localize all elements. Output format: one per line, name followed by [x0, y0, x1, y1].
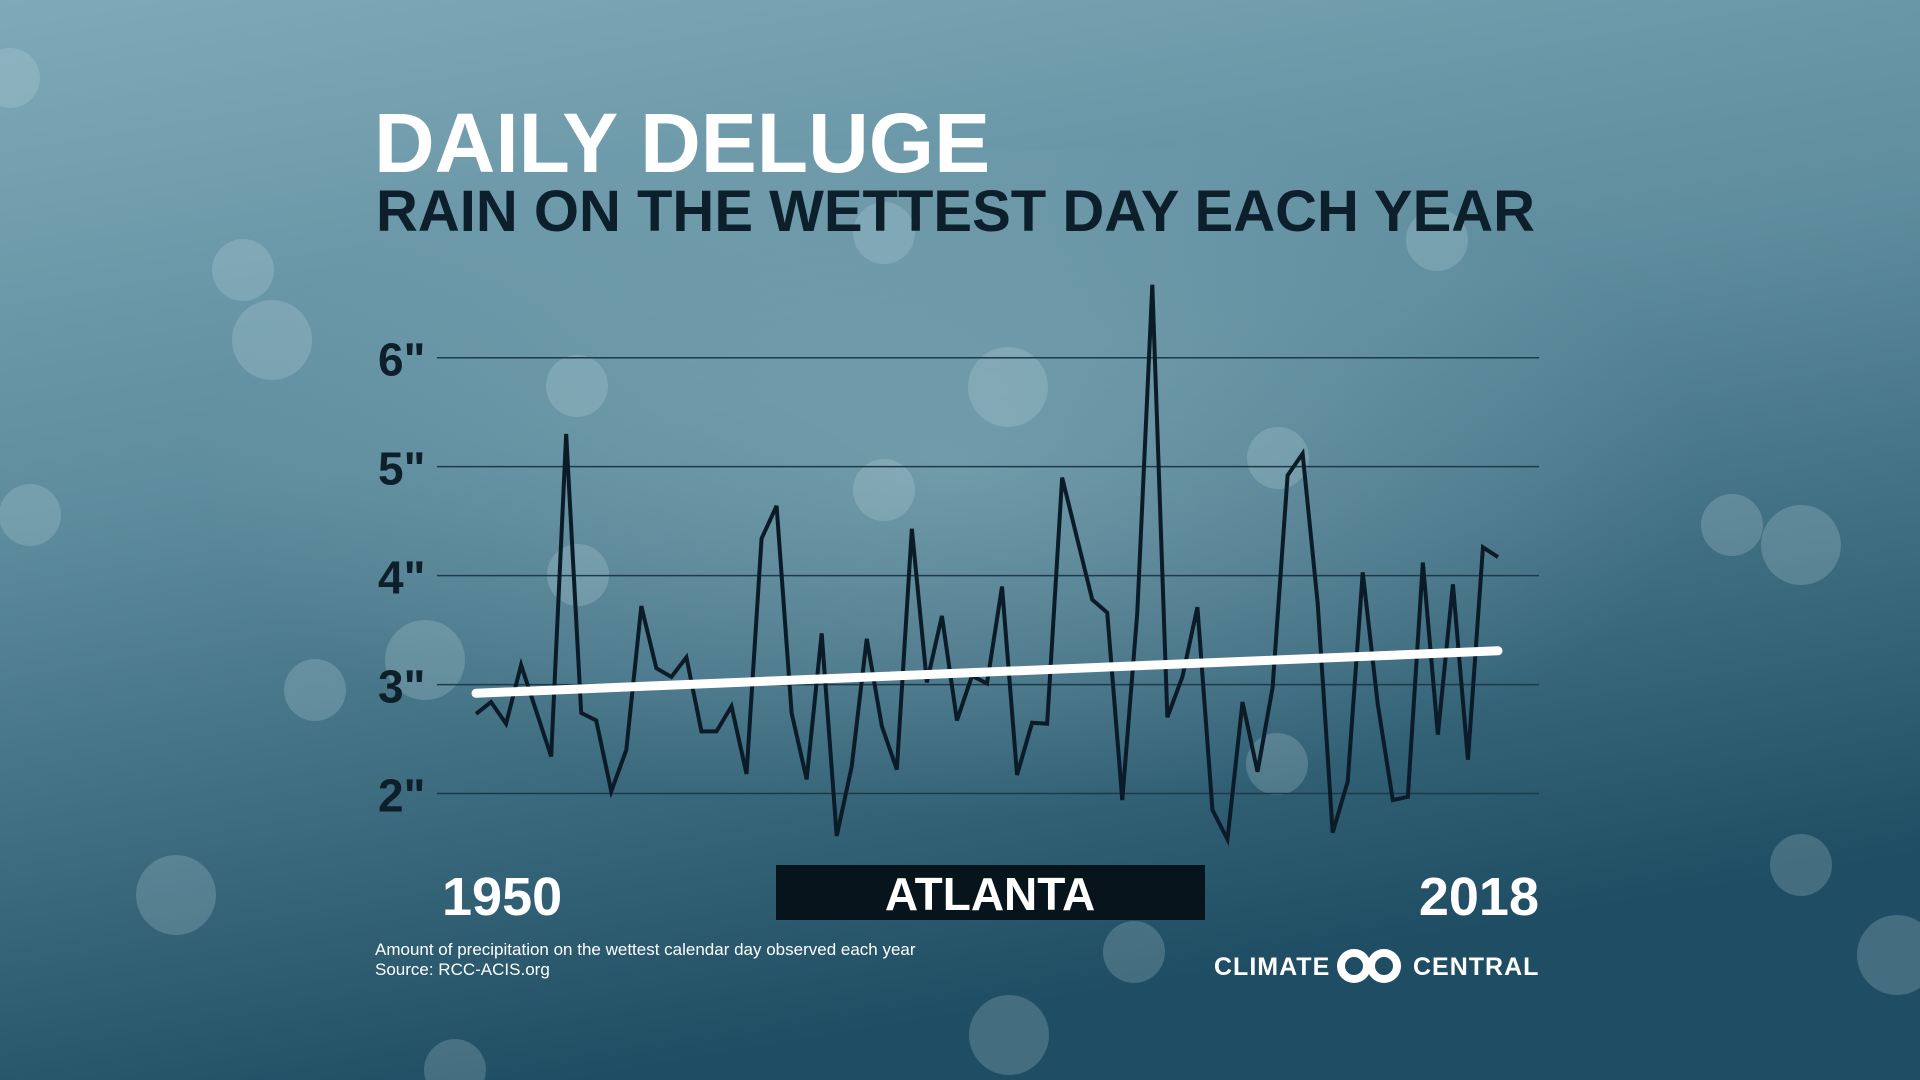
- trend-line: [471, 646, 1503, 698]
- y-tick-label: 6": [378, 334, 425, 386]
- location-box: [776, 865, 1205, 920]
- footnote: Source: RCC-ACIS.org: [375, 960, 550, 979]
- data-line: [474, 284, 1500, 847]
- y-tick-label: 5": [378, 443, 425, 495]
- logo-text: CLIMATE: [1214, 953, 1330, 981]
- bokeh: [0, 48, 1920, 1080]
- x-tick-label: 1950: [442, 867, 562, 927]
- logo-text: CENTRAL: [1413, 953, 1539, 981]
- background-glow: [200, 150, 1700, 850]
- footnote: Amount of precipitation on the wettest c…: [375, 940, 916, 959]
- logo-mark: [1337, 949, 1401, 983]
- location-label: ATLANTA: [885, 868, 1095, 920]
- y-tick-label: 2": [378, 770, 425, 822]
- y-tick-label: 3": [378, 661, 425, 713]
- chart-title: DAILY DELUGE: [374, 96, 990, 190]
- chart-subtitle: RAIN ON THE WETTEST DAY EACH YEAR: [376, 179, 1535, 244]
- x-tick-label: 2018: [1419, 867, 1539, 927]
- y-tick-label: 4": [378, 552, 425, 604]
